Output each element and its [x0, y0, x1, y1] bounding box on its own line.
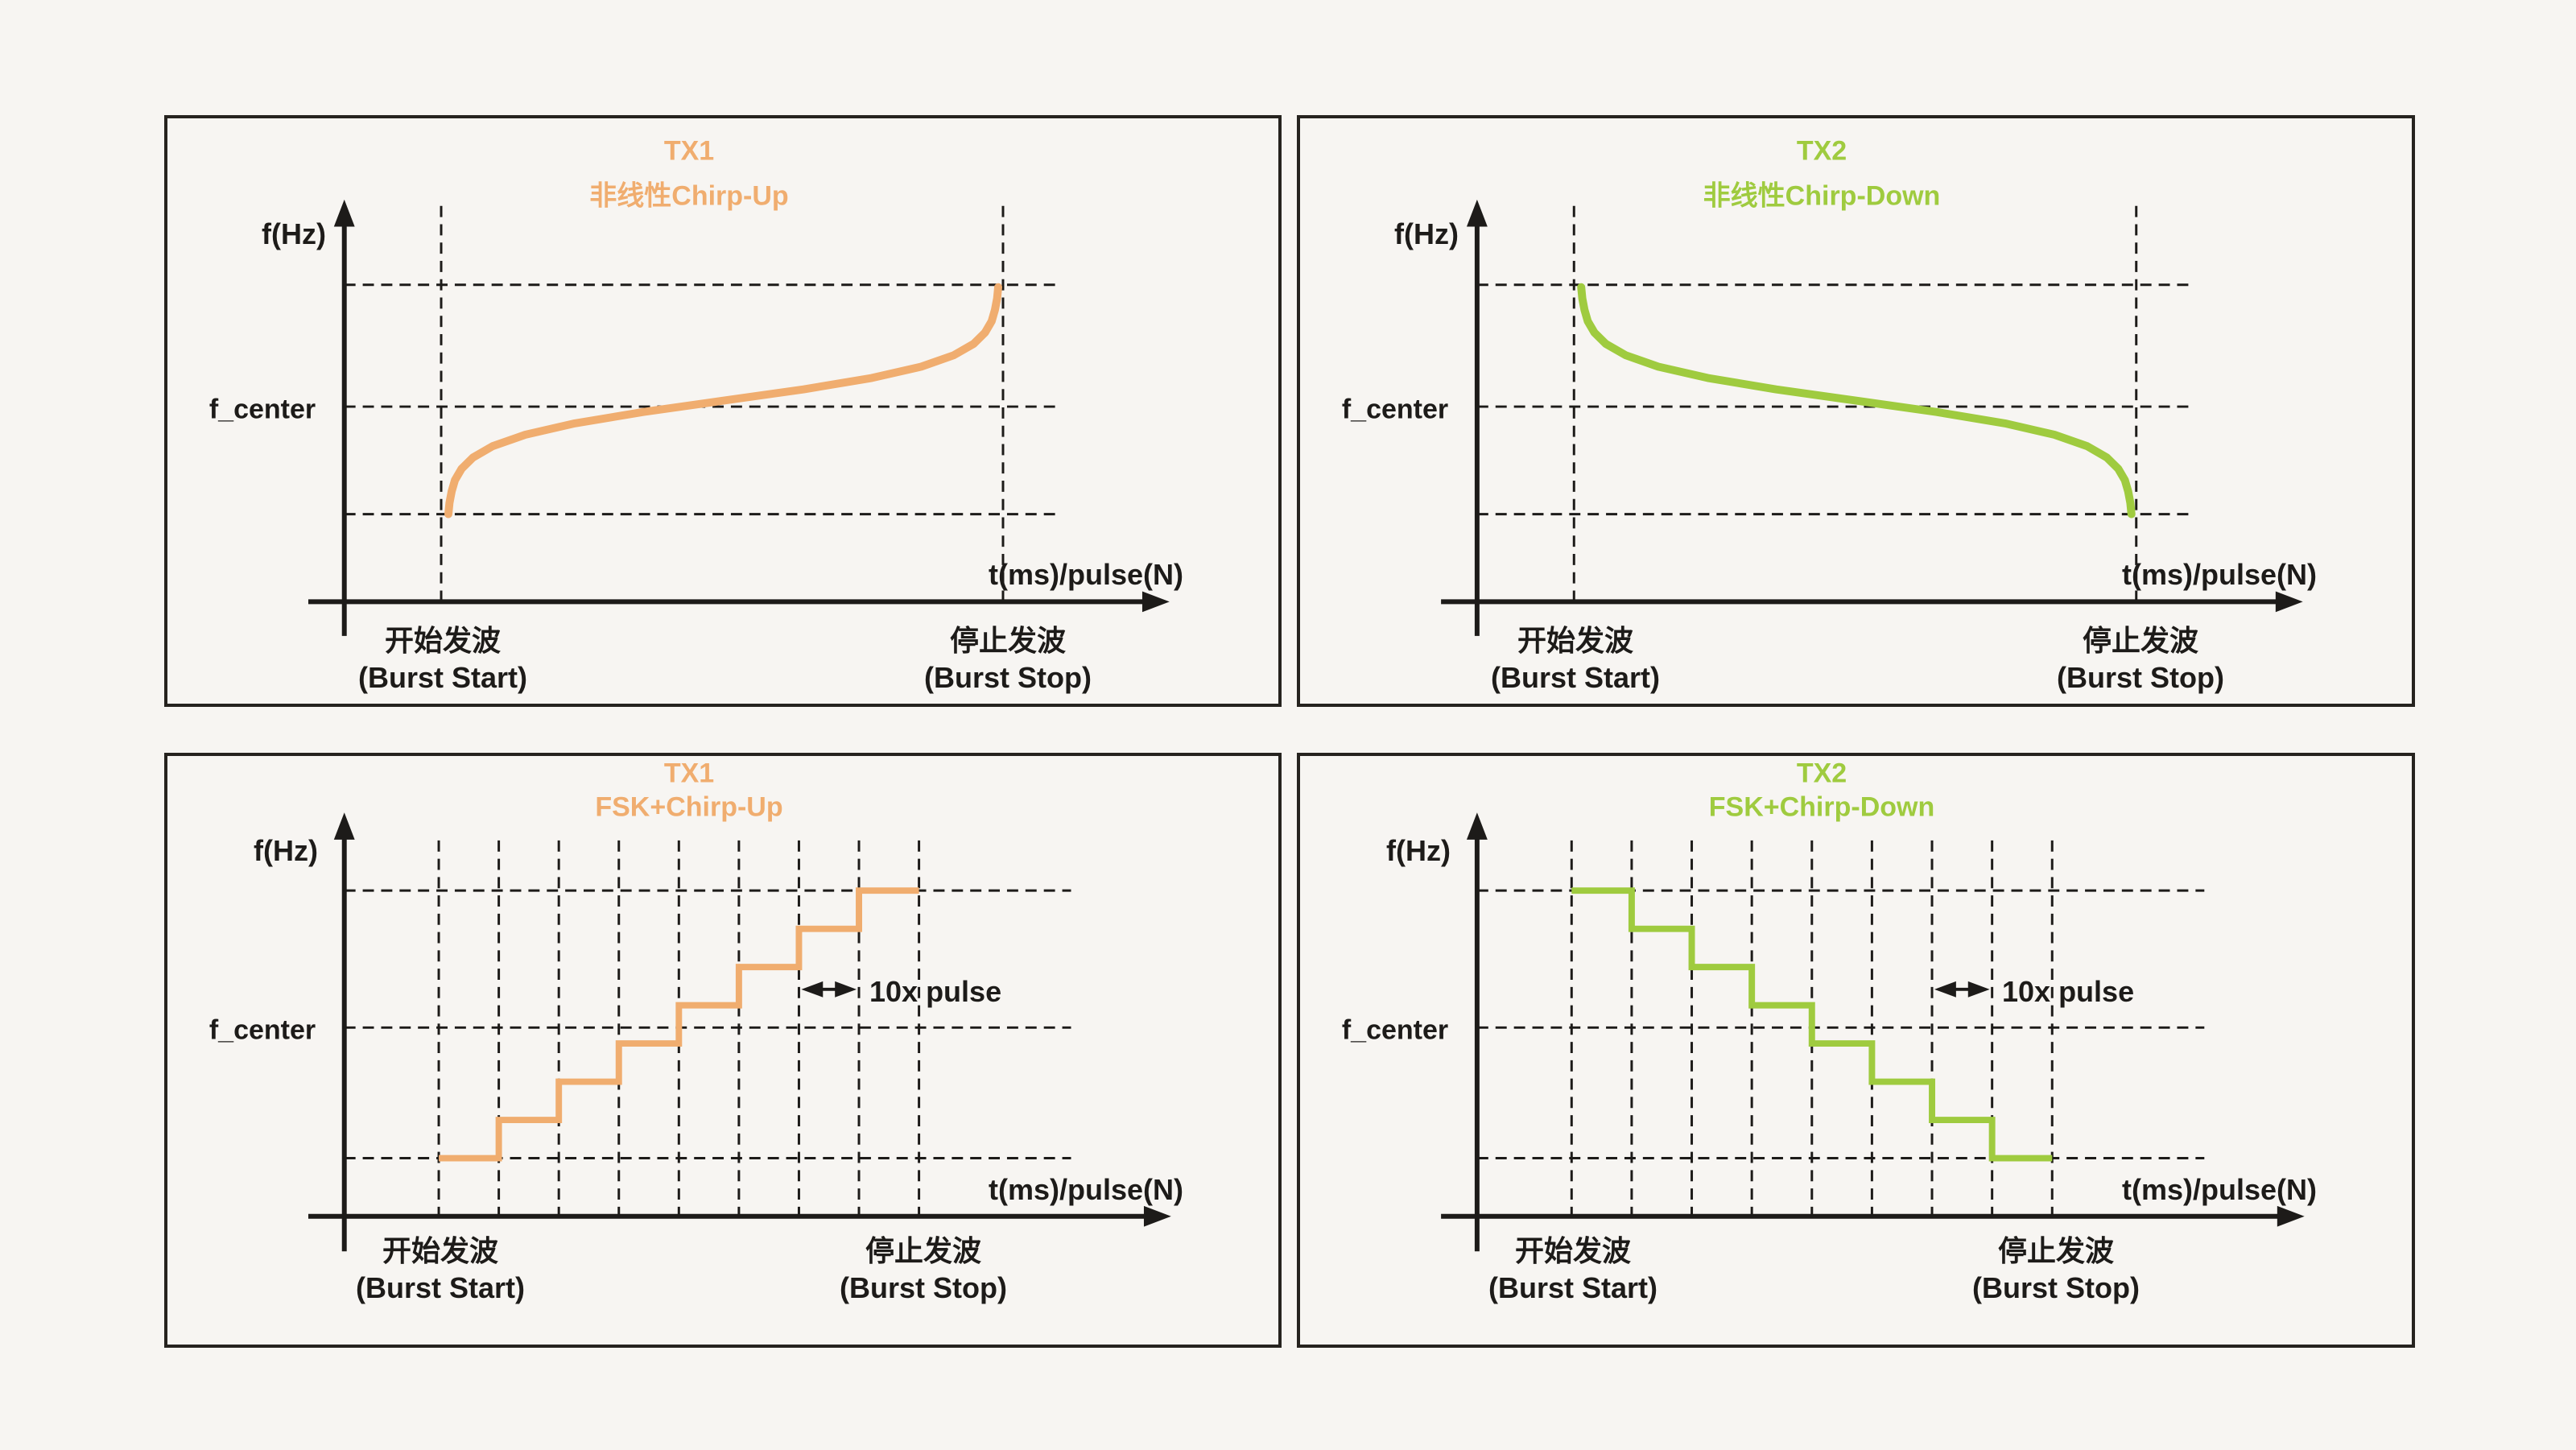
- x-axis-label: t(ms)/pulse(N): [2122, 1173, 2317, 1206]
- y-axis-label: f(Hz): [262, 217, 326, 250]
- y-axis-label: f(Hz): [1394, 217, 1459, 250]
- burst-start-label: 开始发波 (Burst Start): [358, 622, 527, 696]
- burst-stop-zh: 停止发波: [2082, 624, 2198, 657]
- burst-start-label: 开始发波 (Burst Start): [356, 1233, 525, 1307]
- chart-title: TX1: [663, 135, 715, 167]
- waveform-plot: [1441, 199, 2303, 636]
- burst-start-en: (Burst Start): [357, 661, 528, 694]
- chart-subtitle: FSK+Chirp-Up: [595, 791, 783, 823]
- burst-stop-zh: 停止发波: [1997, 1234, 2114, 1267]
- panel-tx1-fsk-chirp-up: TX1 FSK+Chirp-Up f(Hz) f_center t(ms)/pu…: [164, 753, 1282, 1348]
- f-center-label: f_center: [1341, 394, 1449, 425]
- chart-title: TX2: [1796, 135, 1847, 167]
- y-axis-label: f(Hz): [254, 834, 318, 867]
- burst-start-en: (Burst Start): [1488, 1271, 1658, 1304]
- burst-stop-en: (Burst Stop): [840, 1271, 1007, 1304]
- chart-subtitle: 非线性Chirp-Down: [1703, 180, 1941, 212]
- panel-tx2-fsk-chirp-down: TX2 FSK+Chirp-Down f(Hz) f_center t(ms)/…: [1297, 753, 2415, 1348]
- burst-stop-label: 停止发波 (Burst Stop): [924, 622, 1092, 696]
- panel-tx2-nonlinear-chirp-down: TX2 非线性Chirp-Down f(Hz) f_center t(ms)/p…: [1297, 115, 2415, 707]
- x-axis-label: t(ms)/pulse(N): [989, 1173, 1183, 1206]
- f-center-label: f_center: [1341, 1014, 1449, 1046]
- burst-stop-zh: 停止发波: [865, 1234, 981, 1267]
- burst-stop-label: 停止发波 (Burst Stop): [840, 1233, 1007, 1307]
- x-axis-label: t(ms)/pulse(N): [2122, 558, 2317, 591]
- burst-stop-zh: 停止发波: [949, 624, 1066, 657]
- chart-title: TX2: [1796, 758, 1847, 789]
- f-center-label: f_center: [208, 1014, 316, 1046]
- burst-start-zh: 开始发波: [1517, 624, 1634, 657]
- burst-start-en: (Burst Start): [1490, 661, 1661, 694]
- burst-start-zh: 开始发波: [382, 1234, 499, 1267]
- y-axis-label: f(Hz): [1386, 834, 1451, 867]
- burst-start-zh: 开始发波: [384, 624, 502, 657]
- burst-start-zh: 开始发波: [1514, 1234, 1632, 1267]
- x-axis-label: t(ms)/pulse(N): [989, 558, 1183, 591]
- burst-start-label: 开始发波 (Burst Start): [1488, 1233, 1657, 1307]
- burst-stop-en: (Burst Stop): [1972, 1271, 2140, 1304]
- burst-start-en: (Burst Start): [355, 1271, 526, 1304]
- burst-stop-en: (Burst Stop): [924, 661, 1092, 694]
- waveform-plot: [308, 812, 1171, 1252]
- f-center-label: f_center: [208, 394, 316, 425]
- waveform-plot: [308, 199, 1170, 636]
- burst-stop-label: 停止发波 (Burst Stop): [2057, 622, 2224, 696]
- pulse-width-annotation: 10x pulse: [869, 975, 1002, 1008]
- waveform-plot: [1441, 812, 2305, 1252]
- chart-subtitle: 非线性Chirp-Up: [589, 180, 789, 212]
- panel-tx1-nonlinear-chirp-up: TX1 非线性Chirp-Up f(Hz) f_center t(ms)/pul…: [164, 115, 1282, 707]
- chart-subtitle: FSK+Chirp-Down: [1708, 791, 1935, 823]
- burst-start-label: 开始发波 (Burst Start): [1491, 622, 1660, 696]
- pulse-width-annotation: 10x pulse: [2002, 975, 2135, 1008]
- burst-stop-label: 停止发波 (Burst Stop): [1972, 1233, 2140, 1307]
- chart-title: TX1: [663, 758, 715, 789]
- burst-stop-en: (Burst Stop): [2057, 661, 2224, 694]
